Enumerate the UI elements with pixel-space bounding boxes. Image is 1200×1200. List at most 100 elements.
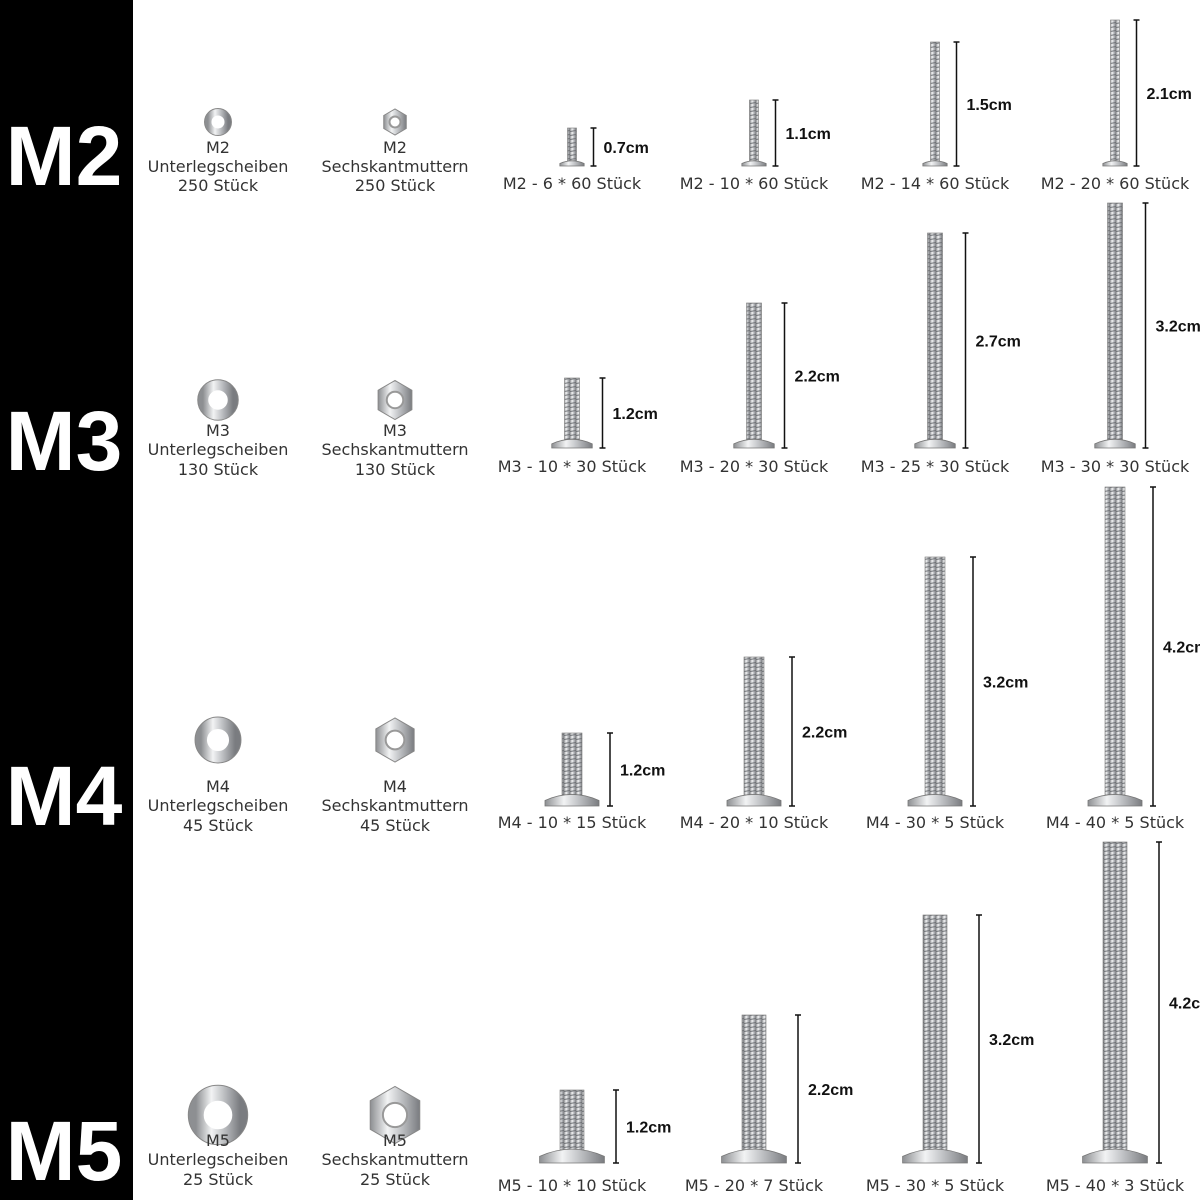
screw-length: 2.2cm xyxy=(808,1082,853,1099)
screw-length: 2.7cm xyxy=(976,334,1021,351)
screw-head xyxy=(1087,794,1143,807)
screw-length: 2.2cm xyxy=(795,369,840,386)
size-label: M3 xyxy=(6,394,123,488)
screw-head xyxy=(721,1148,787,1164)
screw-shank xyxy=(564,377,580,441)
screw-head xyxy=(733,438,775,449)
screw-caption: M3 - 30 * 30 Stück xyxy=(1041,457,1190,476)
washer-edge xyxy=(194,716,242,764)
nut-label: Sechskantmuttern xyxy=(321,157,468,176)
nut-label: Sechskantmuttern xyxy=(321,1150,468,1169)
screw-length: 3.2cm xyxy=(983,675,1028,692)
screw-length: 2.2cm xyxy=(802,725,847,742)
nut-label: 45 Stück xyxy=(360,816,431,835)
washer xyxy=(188,1085,248,1145)
washer xyxy=(195,717,241,763)
washer-label: Unterlegscheiben xyxy=(148,1150,289,1169)
screw-shank xyxy=(746,302,762,441)
washer-label: M4 xyxy=(206,777,230,796)
washer-label: M3 xyxy=(206,421,230,440)
nut-label: M5 xyxy=(383,1131,407,1150)
size-label: M5 xyxy=(6,1104,123,1198)
nut-label: Sechskantmuttern xyxy=(321,440,468,459)
nut-hole xyxy=(384,729,406,751)
screw-head xyxy=(539,1148,605,1164)
screw-head xyxy=(922,160,948,167)
screw-caption: M5 - 20 * 7 Stück xyxy=(685,1176,824,1195)
nut-hole xyxy=(388,115,402,129)
washer-label: 130 Stück xyxy=(178,460,259,479)
washer-label: Unterlegscheiben xyxy=(148,157,289,176)
screw-shank xyxy=(561,732,583,796)
screw-shank xyxy=(749,99,759,162)
screw-shank xyxy=(741,1014,767,1151)
screw-shank xyxy=(1110,19,1120,162)
screw-caption: M4 - 30 * 5 Stück xyxy=(866,813,1005,832)
screw-length: 4.2cm xyxy=(1169,996,1200,1013)
screw-length: 1.5cm xyxy=(967,97,1012,114)
screw-caption: M3 - 20 * 30 Stück xyxy=(680,457,829,476)
side-band xyxy=(0,0,133,1200)
screw-head xyxy=(1094,438,1136,449)
screw-head xyxy=(741,160,767,167)
screw-length: 3.2cm xyxy=(989,1032,1034,1049)
screw-length: 1.1cm xyxy=(786,126,831,143)
washer-label: 45 Stück xyxy=(183,816,254,835)
screw-shank xyxy=(927,232,943,441)
screw-caption: M4 - 20 * 10 Stück xyxy=(680,813,829,832)
screw-length: 4.2cm xyxy=(1163,640,1200,657)
screw-length: 1.2cm xyxy=(626,1120,671,1137)
screw-shank xyxy=(743,656,765,796)
screw-head xyxy=(559,160,585,167)
screw-shank xyxy=(1102,841,1128,1151)
screw-shank xyxy=(1107,202,1123,441)
screw-length: 2.1cm xyxy=(1147,86,1192,103)
screw-head xyxy=(544,794,600,807)
washer-label: 25 Stück xyxy=(183,1170,254,1189)
screw-head xyxy=(1102,160,1128,167)
screw-shank xyxy=(922,914,948,1151)
screw-caption: M4 - 10 * 15 Stück xyxy=(498,813,647,832)
screw-head xyxy=(726,794,782,807)
washer xyxy=(197,379,239,421)
screw-shank xyxy=(567,127,577,162)
screw-length: 3.2cm xyxy=(1156,319,1200,336)
screw-caption: M5 - 40 * 3 Stück xyxy=(1046,1176,1185,1195)
screw-length: 1.2cm xyxy=(620,763,665,780)
nut-hole xyxy=(381,1101,409,1129)
screw-head xyxy=(551,438,593,449)
screw-head xyxy=(1082,1148,1148,1164)
nut-hole xyxy=(385,390,405,410)
nut-label: 25 Stück xyxy=(360,1170,431,1189)
screw-head xyxy=(914,438,956,449)
screw-caption: M2 - 14 * 60 Stück xyxy=(861,174,1010,193)
nut-label: 130 Stück xyxy=(355,460,436,479)
washer-label: M5 xyxy=(206,1131,230,1150)
size-label: M2 xyxy=(6,109,123,203)
screw-caption: M4 - 40 * 5 Stück xyxy=(1046,813,1185,832)
washer-edge xyxy=(197,379,239,421)
washer-edge xyxy=(187,1084,249,1146)
screw-head xyxy=(907,794,963,807)
washer-label: Unterlegscheiben xyxy=(148,440,289,459)
screw-shank xyxy=(559,1089,585,1151)
screw-caption: M5 - 10 * 10 Stück xyxy=(498,1176,647,1195)
washer-label: Unterlegscheiben xyxy=(148,796,289,815)
washer-label: M2 xyxy=(206,138,230,157)
screw-shank xyxy=(930,41,940,162)
nut-label: M2 xyxy=(383,138,407,157)
nut-label: Sechskantmuttern xyxy=(321,796,468,815)
screw-caption: M3 - 25 * 30 Stück xyxy=(861,457,1010,476)
screw-shank xyxy=(1104,486,1126,796)
screw-caption: M3 - 10 * 30 Stück xyxy=(498,457,647,476)
washer-edge xyxy=(204,108,232,136)
screw-caption: M2 - 6 * 60 Stück xyxy=(503,174,642,193)
screw-caption: M2 - 20 * 60 Stück xyxy=(1041,174,1190,193)
size-label: M4 xyxy=(6,749,123,843)
screw-caption: M5 - 30 * 5 Stück xyxy=(866,1176,1005,1195)
screw-caption: M2 - 10 * 60 Stück xyxy=(680,174,829,193)
washer xyxy=(204,108,232,136)
screw-head xyxy=(902,1148,968,1164)
screw-length: 1.2cm xyxy=(613,406,658,423)
